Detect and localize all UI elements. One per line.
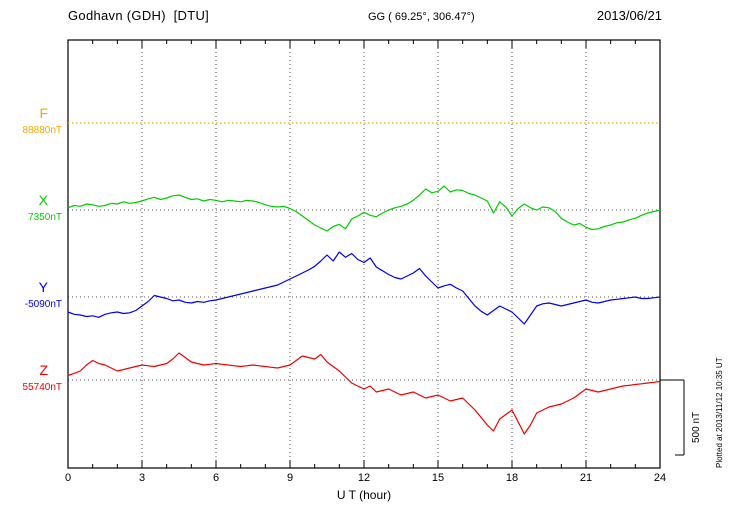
x-tick-label-21: 21 (579, 472, 593, 484)
component-value-F: 88880nT (22, 125, 62, 136)
x-tick-label-18: 18 (505, 472, 519, 484)
x-tick-label-15: 15 (431, 472, 445, 484)
plotted-at-note: Plotted at 2013/11/12 10:35 UT (715, 357, 724, 468)
component-value-X: 7350nT (28, 212, 62, 223)
component-name-Y: Y (38, 279, 48, 295)
trace-Z (67, 352, 661, 435)
component-name-F: F (39, 105, 48, 121)
component-value-Y: -5090nT (24, 299, 62, 310)
station-title: Godhavn (GDH) [DTU] (68, 8, 210, 23)
x-tick-label-0: 0 (64, 472, 72, 484)
scale-bar-label: 500 nT (691, 411, 702, 443)
trace-Y (67, 251, 661, 325)
x-tick-label-24: 24 (653, 472, 667, 484)
x-tick-label-9: 9 (286, 472, 294, 484)
x-tick-label-6: 6 (212, 472, 220, 484)
component-name-Z: Z (39, 362, 48, 378)
geographic-coords: GG ( 69.25°, 306.47°) (368, 11, 475, 23)
plot-date: 2013/06/21 (596, 8, 662, 23)
x-axis-title: U T (hour) (336, 488, 392, 502)
x-tick-label-12: 12 (357, 472, 371, 484)
x-tick-label-3: 3 (138, 472, 146, 484)
component-value-Z: 55740nT (22, 382, 62, 393)
trace-X (67, 185, 661, 232)
component-name-X: X (38, 192, 48, 208)
